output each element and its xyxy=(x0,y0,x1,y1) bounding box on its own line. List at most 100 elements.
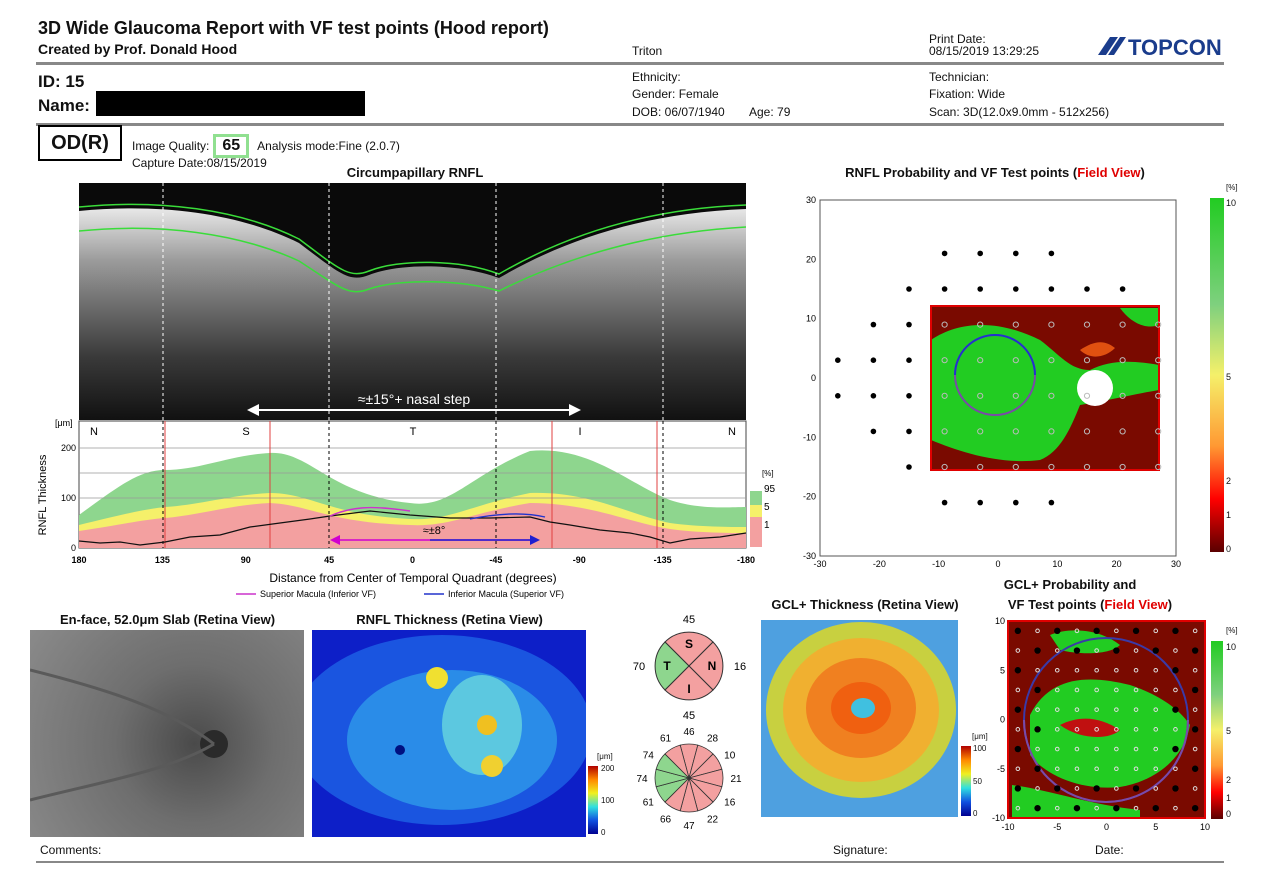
gcl-vf-test-point xyxy=(1014,627,1022,635)
gcl-vf-test-point xyxy=(1094,727,1099,732)
gcl-vf-test-point xyxy=(1014,785,1022,792)
vf-test-point-overlay xyxy=(1155,463,1162,471)
gcl-vf-test-point xyxy=(1133,648,1139,653)
gcl-vf-test-point xyxy=(1133,687,1139,693)
vf-test-point-overlay xyxy=(1155,357,1162,364)
gcl-scale-0: 0 xyxy=(973,809,978,818)
gcl-vf-test-point xyxy=(1132,627,1140,635)
gcl-vf-test-point xyxy=(1054,766,1060,772)
gcl-vf-test-point xyxy=(1094,746,1099,752)
gcl-vf-test-point xyxy=(1074,786,1080,791)
oct-bscan-image: ≈±15°+ nasal step xyxy=(79,183,746,420)
comments-label: Comments: xyxy=(40,843,102,857)
report-title: 3D Wide Glaucoma Report with VF test poi… xyxy=(38,18,549,38)
vf-test-point xyxy=(941,250,948,257)
clock-value: 66 xyxy=(660,815,672,826)
gcl-vf-test-point xyxy=(1114,707,1119,712)
clock-value: 10 xyxy=(724,751,736,762)
gcl-vf-test-point xyxy=(1192,707,1198,712)
rnfl-prob-y-tick: 10 xyxy=(806,314,816,324)
gcl-vf-test-point xyxy=(1114,786,1119,791)
vf-test-point-overlay xyxy=(1048,428,1055,435)
gcl-vf-test-point xyxy=(1054,746,1060,752)
vf-test-point-overlay xyxy=(1119,321,1126,328)
gcl-prob-map xyxy=(1007,620,1206,819)
gcl-vf-test-point xyxy=(1114,727,1119,732)
vf-test-point-overlay xyxy=(1012,463,1019,471)
rnfl-prob-y-tick: -10 xyxy=(803,432,816,442)
gcl-vf-test-point xyxy=(1015,805,1021,811)
rnfl-prob-title: RNFL Probability and VF Test points (Fie… xyxy=(800,165,1190,180)
gcl-vf-test-point xyxy=(1054,727,1060,732)
gcl-vf-test-point xyxy=(1014,745,1022,753)
gcl-vf-test-point xyxy=(1173,766,1178,772)
topcon-logo: TOPCON xyxy=(1096,33,1228,60)
rnfl-prob-scale-10: 10 xyxy=(1226,198,1237,208)
gcl-vf-test-point xyxy=(1191,804,1199,812)
gcl-vf-test-point xyxy=(1015,687,1021,693)
rnfl-prob-x-tick: -30 xyxy=(813,559,826,569)
gcl-prob-x-tick: 0 xyxy=(1104,822,1109,832)
gcl-vf-test-point xyxy=(1054,687,1060,693)
gcl-vf-test-point xyxy=(1153,766,1159,772)
vf-test-point xyxy=(1084,286,1090,292)
vf-test-point-overlay xyxy=(1048,392,1055,399)
rnfl-scale-unit: [μm] xyxy=(597,752,613,761)
pct-1: 1 xyxy=(764,520,770,531)
gcl-vf-test-point xyxy=(1094,707,1099,712)
gcl-thickness-map xyxy=(761,620,958,817)
pct-5: 5 xyxy=(764,502,770,513)
quad-s-label: S xyxy=(685,637,693,651)
vf-test-point xyxy=(1048,286,1055,292)
vf-test-point xyxy=(835,393,841,399)
tsnit-quadrant-label: T xyxy=(410,426,417,438)
vf-test-point-overlay xyxy=(941,392,948,399)
gcl-vf-test-point xyxy=(1133,707,1139,712)
gcl-vf-test-point xyxy=(1093,785,1100,792)
vf-test-point-overlay xyxy=(977,392,984,399)
rnfl-prob-x-tick: -10 xyxy=(932,559,945,569)
rnfl-prob-y-tick: 30 xyxy=(806,195,816,205)
signature-label: Signature: xyxy=(833,843,888,857)
rnfl-prob-plot: 30 20 10 0 -10 -20 -30 -30 -20 -10 0 10 20 30 xyxy=(790,190,1190,570)
rnfl-prob-scale-5: 5 xyxy=(1226,372,1232,382)
name-redaction xyxy=(96,91,365,116)
vf-test-point xyxy=(977,499,983,506)
gcl-vf-test-point xyxy=(1191,686,1199,694)
rnfl-prob-scale-0: 0 xyxy=(1226,544,1232,554)
rnfl-prob-scale-unit: [%] xyxy=(1226,183,1238,192)
vf-test-point xyxy=(906,286,912,292)
gcl-vf-test-point xyxy=(1153,628,1159,634)
gcl-vf-test-point xyxy=(1034,686,1041,694)
vf-test-point-overlay xyxy=(941,428,948,435)
vf-test-point-overlay xyxy=(1012,428,1019,435)
vf-test-point-overlay xyxy=(1119,357,1126,364)
gender: Gender: Female xyxy=(632,87,719,101)
gcl-vf-test-point xyxy=(1094,687,1099,693)
tsnit-x-tick: 0 xyxy=(410,555,415,565)
analysis-mode: Analysis mode:Fine (2.0.7) xyxy=(257,139,400,153)
enface-image xyxy=(30,630,304,837)
gcl-vf-test-point xyxy=(1192,628,1198,634)
image-quality-row: Image Quality: 65 Analysis mode:Fine (2.0.… xyxy=(132,134,400,158)
tsnit-quadrant-label: N xyxy=(90,426,98,438)
vf-test-point xyxy=(870,428,877,435)
rnfl-prob-scale-2: 2 xyxy=(1226,476,1232,486)
print-date-label: Print Date: xyxy=(929,32,986,46)
vf-test-point-overlay xyxy=(941,321,948,328)
vf-test-point-overlay xyxy=(977,428,984,435)
gcl-vf-test-point xyxy=(1035,746,1040,752)
clock-value: 46 xyxy=(683,727,695,738)
gcl-vf-test-point xyxy=(1153,746,1159,752)
gcl-prob-scale-1: 1 xyxy=(1226,793,1232,803)
image-quality-label: Image Quality: xyxy=(132,139,210,153)
rnfl-prob-map xyxy=(930,305,1160,471)
gcl-vf-test-point xyxy=(1172,706,1179,713)
vf-test-point xyxy=(941,286,948,292)
rnfl-thickness-map xyxy=(312,630,586,837)
tsnit-x-tick: -180 xyxy=(737,555,755,565)
vf-test-point-overlay xyxy=(977,357,984,364)
vf-test-point xyxy=(870,357,877,363)
vf-test-point xyxy=(977,250,983,257)
gcl-vf-test-point xyxy=(1035,786,1040,791)
